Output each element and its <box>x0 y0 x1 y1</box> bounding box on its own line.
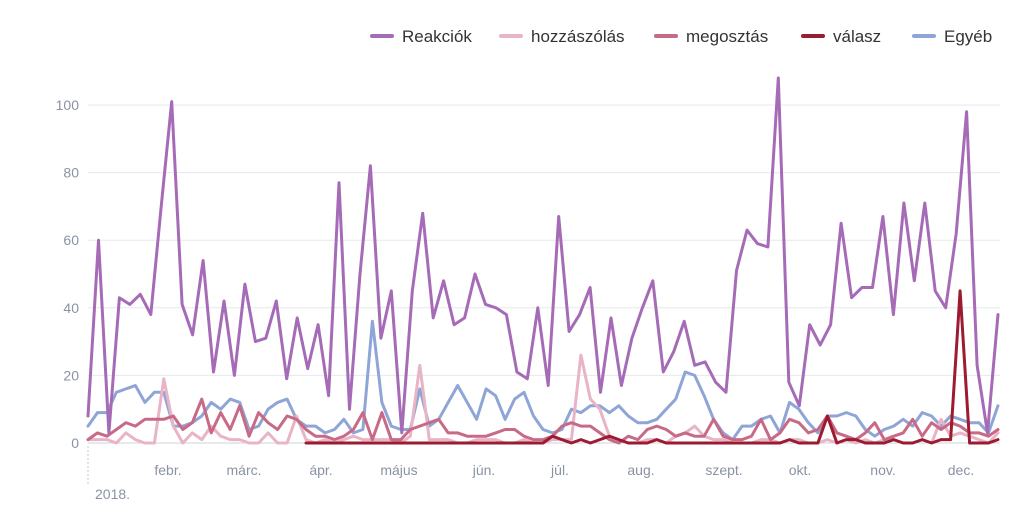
x-tick-label: júl. <box>550 462 569 478</box>
legend-label: hozzászólás <box>531 27 625 46</box>
series-line-megosztás <box>86 397 1000 445</box>
x-tick-label: szept. <box>705 462 742 478</box>
legend-item[interactable]: megosztás <box>654 27 768 46</box>
y-tick-label: 60 <box>63 232 79 248</box>
year-label: 2018. <box>95 486 130 502</box>
x-tick-label: febr. <box>154 462 181 478</box>
y-tick-label: 20 <box>63 367 79 383</box>
series-line-egyéb <box>86 319 1000 442</box>
grid <box>88 104 1000 444</box>
x-tick-label: aug. <box>627 462 654 478</box>
legend-item[interactable]: hozzászólás <box>499 27 625 46</box>
legend-label: Reakciók <box>402 27 472 46</box>
legend-label: Egyéb <box>944 27 992 46</box>
x-tick-label: május <box>380 462 417 478</box>
axes: 0 20 40 60 80 100 2018. febr. márc. ápr. május jún.… <box>56 97 975 502</box>
y-tick-label: 40 <box>63 300 79 316</box>
x-tick-label: jún. <box>472 462 496 478</box>
x-tick-label: dec. <box>948 462 974 478</box>
series-line-reakciók <box>86 76 1000 435</box>
x-tick-label: márc. <box>227 462 262 478</box>
series-line-válasz <box>304 289 1000 445</box>
y-tick-label: 100 <box>56 97 80 113</box>
x-tick-label: okt. <box>789 462 812 478</box>
legend-item[interactable]: Egyéb <box>912 27 992 46</box>
x-tick-label: ápr. <box>309 462 332 478</box>
legend-item[interactable]: válasz <box>801 27 881 46</box>
legend-item[interactable]: Reakciók <box>370 27 472 46</box>
legend-label: megosztás <box>686 27 768 46</box>
legend-label: válasz <box>833 27 881 46</box>
legend: Reakciók hozzászólás megosztás válasz Egyéb <box>370 27 992 46</box>
y-tick-label: 80 <box>63 165 79 181</box>
plot-area <box>86 76 1000 445</box>
y-tick-label: 0 <box>71 435 79 451</box>
x-tick-label: nov. <box>870 462 895 478</box>
